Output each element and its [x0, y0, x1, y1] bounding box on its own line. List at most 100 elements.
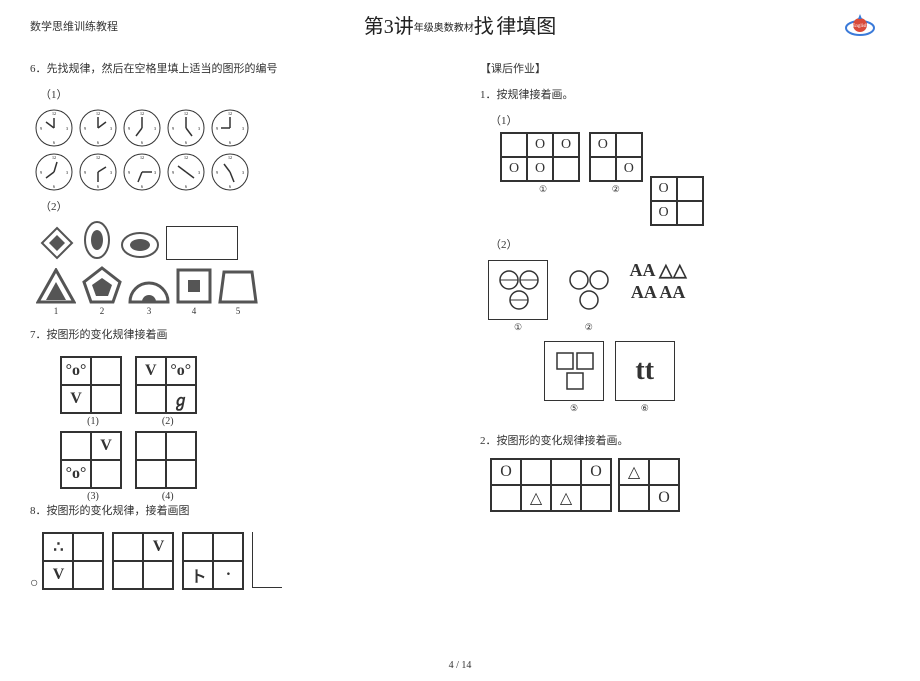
svg-text:3: 3	[154, 170, 156, 175]
q7-grids-row2: V°o° (3) (4)	[60, 427, 440, 502]
svg-text:6: 6	[229, 140, 231, 145]
page-header: 数学思维训练教程 第3讲年级奥数教材找 律填图 English	[30, 10, 890, 40]
svg-text:3: 3	[242, 126, 244, 131]
clock-icon: 12369	[78, 152, 118, 192]
grid-label: ①	[500, 184, 586, 195]
svg-text:12: 12	[140, 111, 144, 116]
q6-sub1: （1）	[40, 86, 440, 102]
svg-text:12: 12	[228, 155, 232, 160]
ellipse-icon	[80, 220, 114, 260]
svg-text:9: 9	[84, 126, 86, 131]
svg-text:6: 6	[53, 140, 55, 145]
title-part-c: 律填图	[496, 16, 556, 38]
clock-icon: 12369	[34, 108, 74, 148]
svg-text:12: 12	[228, 111, 232, 116]
grid-label: ②	[559, 322, 619, 333]
rq2-grid-a: OO △△	[490, 458, 612, 512]
shape-label: 3	[147, 306, 152, 316]
svg-text:6: 6	[97, 184, 99, 189]
clock-icon: 12 3 6 9	[210, 152, 250, 192]
svg-text:12: 12	[52, 155, 56, 160]
svg-text:9: 9	[172, 126, 174, 131]
ellipse-icon	[120, 230, 160, 260]
q7-text: 7．按图形的变化规律接着画	[30, 326, 440, 342]
grid-label: ①	[488, 322, 548, 333]
aa-text-1: AA △△	[630, 260, 687, 282]
q8-partial	[252, 532, 282, 588]
rq1-text: 1．按规律接着画。	[480, 86, 890, 102]
pentagon-icon	[82, 266, 122, 304]
semicircle-icon	[128, 268, 170, 304]
q6-clocks: 12369 12369 12369 12369 12369 12369 1236…	[34, 108, 440, 192]
q7-grid-3: V°o°	[60, 431, 122, 489]
rq2-grid-b: △O	[618, 458, 680, 512]
svg-text:9: 9	[216, 126, 218, 131]
rq1-2-row1: ① ② AA △△ AA AA	[484, 256, 890, 337]
rq1-grid-2b: OO	[650, 176, 704, 226]
clock-icon: 12369	[78, 108, 118, 148]
svg-text:12: 12	[184, 155, 188, 160]
shape-label: 4	[192, 306, 197, 316]
svg-text:6: 6	[229, 184, 231, 189]
content-columns: 6．先找规律，然后在空格里填上适当的图形的编号 （1） 12369 12369 …	[30, 60, 890, 596]
svg-text:3: 3	[66, 126, 68, 131]
shape-label: 5	[236, 306, 241, 316]
svg-text:3: 3	[242, 170, 244, 175]
q6-shapes-bottom: 1 2 3 4 5	[36, 266, 440, 316]
clock-icon: 12369	[166, 152, 206, 192]
grid-label: ⑥	[615, 403, 675, 414]
svg-text:9: 9	[128, 126, 130, 131]
svg-text:6: 6	[141, 184, 143, 189]
rq1-grid-1: OOOO	[500, 132, 580, 182]
shape-label: 2	[100, 306, 105, 316]
empty-box	[166, 226, 238, 260]
rq1-grids: OOOO ① OO ② OO	[500, 132, 890, 226]
rq1-sub1: （1）	[490, 112, 890, 128]
circles-icon	[559, 260, 619, 320]
diamond-icon	[40, 226, 74, 260]
clock-icon: 12 3 6 9	[210, 108, 250, 148]
svg-text:9: 9	[216, 170, 218, 175]
clock-icon: 12369	[34, 152, 74, 192]
q8-grid-1: ∴V	[42, 532, 104, 590]
title-part-a: 第3讲	[364, 16, 414, 38]
svg-text:12: 12	[140, 155, 144, 160]
tt-box: tt	[615, 341, 675, 401]
q6-shapes-top	[40, 220, 440, 260]
grid-label: (4)	[135, 491, 201, 502]
q6-text: 6．先找规律，然后在空格里填上适当的图形的编号	[30, 60, 440, 76]
grid-label: (3)	[60, 491, 126, 502]
logo-icon: English	[840, 12, 880, 41]
q8-lead: ○	[30, 576, 38, 592]
triangle-icon	[36, 268, 76, 304]
svg-text:6: 6	[53, 184, 55, 189]
trapezoid-icon	[218, 270, 258, 304]
svg-text:English: English	[852, 24, 868, 29]
rq2-grids: OO △△ △O	[490, 458, 890, 512]
rq1-2-row2: ⑤ tt ⑥	[540, 337, 890, 418]
squares-box-icon	[544, 341, 604, 401]
rq2-text: 2．按图形的变化规律接着画。	[480, 432, 890, 448]
svg-text:9: 9	[40, 126, 42, 131]
q7-grid-4	[135, 431, 197, 489]
svg-text:3: 3	[110, 170, 112, 175]
tt-text: tt	[635, 355, 654, 387]
circles-box-icon	[488, 260, 548, 320]
q7-grids-row1: °o°V(1) V°o°ℊ(2)	[60, 352, 440, 427]
q7-grid-2: V°o°ℊ	[135, 356, 197, 414]
title-sub: 年级奥数教材	[414, 23, 474, 34]
header-title: 第3讲年级奥数教材找 律填图	[364, 10, 557, 39]
svg-text:6: 6	[185, 184, 187, 189]
svg-text:6: 6	[97, 140, 99, 145]
rq1-sub2: （2）	[490, 236, 890, 252]
svg-text:12: 12	[184, 111, 188, 116]
clock-row-1: 12369 12369 12369 12369 12369	[34, 108, 440, 148]
shape-label: 1	[54, 306, 59, 316]
clock-icon: 12369	[122, 152, 162, 192]
svg-text:9: 9	[84, 170, 86, 175]
svg-text:6: 6	[141, 140, 143, 145]
rq1-grid-2a: OO	[589, 132, 643, 182]
right-column: 【课后作业】 1．按规律接着画。 （1） OOOO ① OO ② OO （2） …	[480, 60, 890, 596]
grid-label: (1)	[60, 416, 126, 427]
svg-text:3: 3	[198, 170, 200, 175]
